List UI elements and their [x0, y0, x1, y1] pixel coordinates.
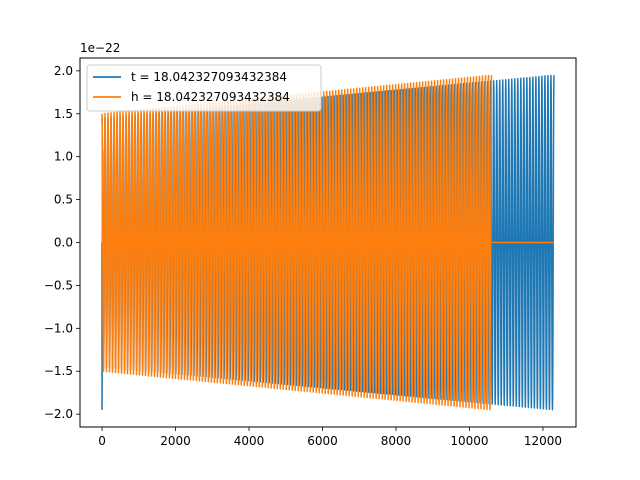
y-axis: −2.0 −1.5 −1.0 −0.5 0.0 0.5 1.0 1.5 2.0 — [44, 64, 80, 421]
y-offset-text: 1e−22 — [80, 41, 120, 55]
x-tick-label: 8000 — [381, 434, 412, 448]
legend: t = 18.042327093432384 h = 18.0423270934… — [86, 64, 322, 112]
x-tick-label: 2000 — [160, 434, 191, 448]
y-tick-label: 2.0 — [54, 64, 73, 78]
y-tick-label: −1.5 — [44, 364, 73, 378]
x-axis: 0 2000 4000 6000 8000 10000 12000 — [98, 427, 562, 448]
x-tick-label: 6000 — [307, 434, 338, 448]
legend-label-h: h = 18.042327093432384 — [131, 90, 290, 104]
y-tick-label: 0.0 — [54, 236, 73, 250]
y-tick-label: −1.0 — [44, 321, 73, 335]
y-tick-label: −2.0 — [44, 407, 73, 421]
y-tick-label: −0.5 — [44, 278, 73, 292]
x-tick-label: 10000 — [450, 434, 488, 448]
y-tick-label: 1.0 — [54, 150, 73, 164]
x-tick-label: 4000 — [234, 434, 265, 448]
legend-box — [86, 64, 322, 112]
x-tick-label: 12000 — [524, 434, 562, 448]
legend-label-t: t = 18.042327093432384 — [131, 70, 287, 84]
y-tick-label: 0.5 — [54, 193, 73, 207]
y-tick-label: 1.5 — [54, 107, 73, 121]
x-tick-label: 0 — [98, 434, 106, 448]
